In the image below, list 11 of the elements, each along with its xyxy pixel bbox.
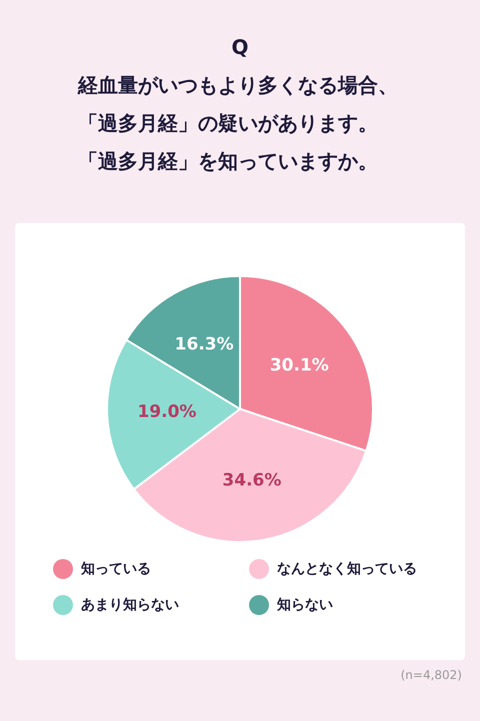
text: (n=4,802)	[400, 668, 462, 682]
data-label: 19.0%	[137, 402, 196, 422]
legend-label: なんとなく知っている	[277, 560, 417, 578]
legend-label: 知っている	[81, 560, 151, 578]
legend-label: 知らない	[277, 596, 333, 614]
data-label: 34.6%	[222, 470, 282, 491]
chart-subtitle: 経血量がいつもより多くなる場合、「過多月経」の疑いがあります。「過多月経」を知っていますか。	[78, 72, 399, 175]
chart-title: Q	[230, 34, 250, 61]
data-label: 16.3%	[174, 334, 234, 355]
legend-label: あまり知らない	[81, 596, 179, 614]
data-label: 30.1%	[270, 356, 329, 376]
